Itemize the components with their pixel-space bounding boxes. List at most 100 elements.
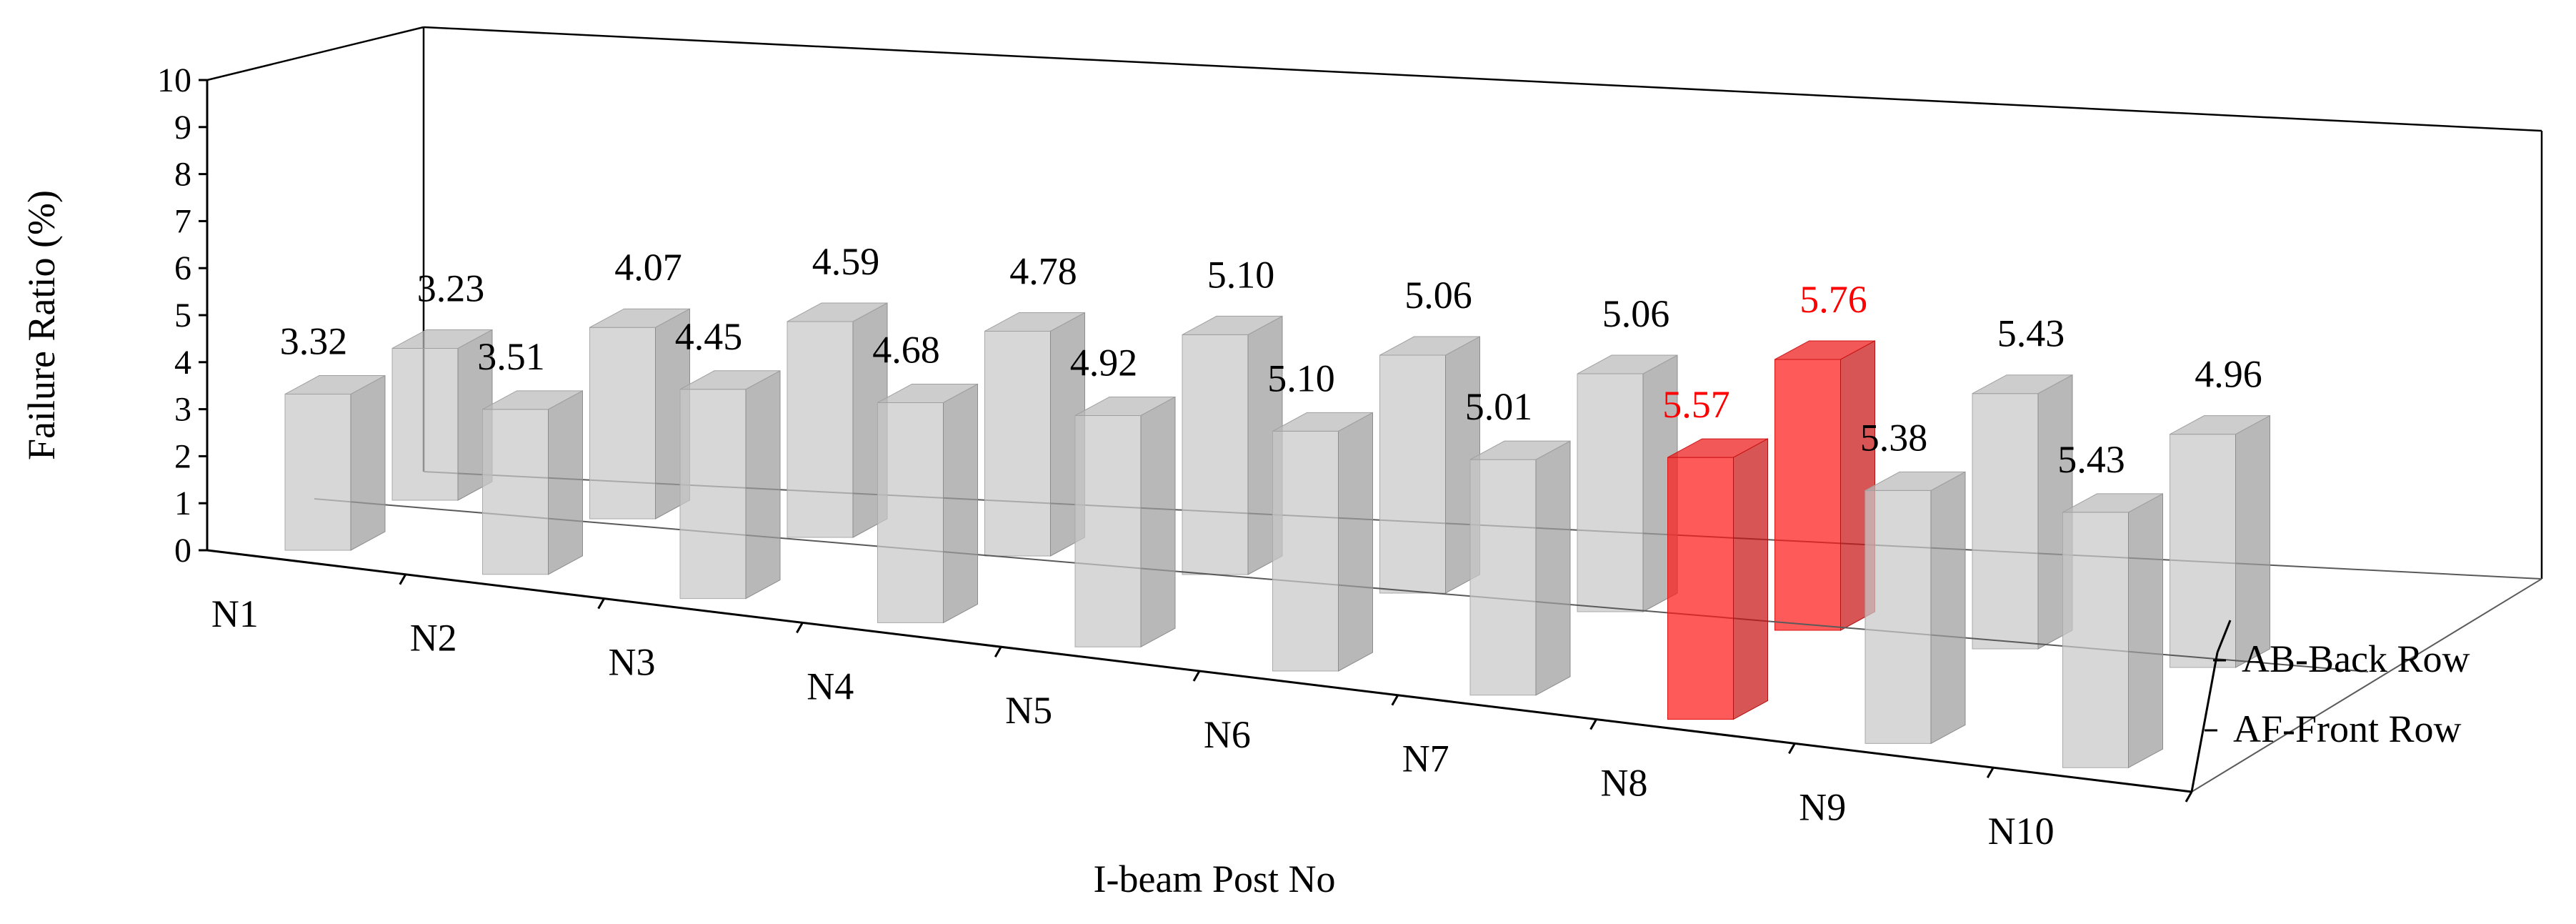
back-row-bar-n9	[1972, 374, 2073, 650]
back-row-bar-n7-top-face	[1577, 354, 1678, 374]
back-row-bar-n1-top-face	[391, 329, 493, 349]
front-row-bar-n8-side-face	[1733, 438, 1768, 720]
front-row-bar-n6	[1272, 412, 1373, 672]
back-row-bar-n2-front-face	[589, 327, 656, 520]
back-row-data-label-n4: 4.78	[1009, 249, 1077, 292]
front-row-bar-n3	[679, 369, 781, 600]
x-tick-label-n7: N7	[1402, 737, 1449, 780]
back-row-bar-n10	[2170, 414, 2270, 668]
back-row-bar-n8-top-face	[1774, 340, 1875, 360]
x-tick-mark	[1986, 767, 1995, 778]
x-tick-label-n3: N3	[609, 641, 656, 684]
y-axis-ticks: 0 1 2 3 4 5 6 7 8 9 10	[157, 61, 207, 570]
front-row-bar-n7-top-face	[1469, 440, 1571, 460]
y-tick-label: 5	[174, 297, 191, 334]
y-tick-label: 2	[174, 437, 191, 475]
front-row-data-label-n3: 4.45	[675, 315, 743, 358]
x-tick-mark	[1788, 742, 1796, 755]
front-row-data-label-n7: 5.01	[1465, 385, 1533, 428]
front-row-bar-n6-side-face	[1338, 412, 1373, 672]
front-row-bar-n5-front-face	[1074, 414, 1142, 647]
front-row-data-label-n10: 5.43	[2057, 438, 2125, 481]
x-tick-label-n8: N8	[1601, 762, 1648, 805]
x-tick-mark	[1192, 670, 1201, 682]
depth-axis-extension	[2216, 620, 2232, 653]
depth-axis-label: AF-Front Row	[2233, 707, 2462, 750]
y-tick-label: 9	[174, 109, 191, 146]
back-row-data-label-n7: 5.06	[1602, 292, 1670, 335]
y-tick-label: 1	[174, 485, 191, 522]
y-tick-label: 8	[174, 156, 191, 194]
back-row-bar-n1-front-face	[391, 347, 459, 501]
front-row-bar-n6-top-face	[1272, 412, 1373, 432]
y-tick-label: 10	[157, 61, 191, 99]
back-row-bar-n9-top-face	[1972, 374, 2073, 394]
front-row-bar-n4-side-face	[943, 383, 978, 624]
back-row-data-label-n10: 4.96	[2195, 353, 2262, 396]
front-row-bar-n10	[2062, 493, 2163, 769]
x-tick-label-n2: N2	[410, 617, 457, 660]
front-row-bar-n9	[1864, 471, 1966, 745]
back-row-data-label-n6: 5.06	[1404, 274, 1472, 317]
back-row-bar-n8-front-face	[1774, 359, 1841, 631]
side-top-edge	[206, 26, 424, 81]
y-tick-label: 4	[174, 344, 191, 382]
back-row-bar-n5-front-face	[1182, 334, 1249, 575]
depth-axis-label: AB-Back Row	[2242, 637, 2470, 680]
x-tick-mark	[2185, 791, 2193, 803]
front-row-bar-n7-side-face	[1535, 440, 1571, 696]
y-tick-label: 0	[174, 532, 191, 570]
back-row-data-label-n3: 4.59	[812, 240, 880, 283]
front-row-data-label-n9: 5.38	[1860, 416, 1928, 459]
back-row-data-label-n5: 5.10	[1207, 253, 1275, 296]
x-tick-mark	[1391, 695, 1399, 706]
front-row-data-label-n8: 5.57	[1662, 383, 1730, 426]
front-row-bar-n4-front-face	[877, 402, 944, 623]
front-row-bar-n2-top-face	[482, 390, 583, 410]
y-tick-label: 3	[174, 391, 191, 429]
front-row-bar-n3-front-face	[679, 389, 747, 600]
front-row-bar-n10-side-face	[2128, 493, 2163, 769]
back-row-bar-n5-top-face	[1182, 315, 1283, 335]
x-tick-label-n9: N9	[1799, 785, 1846, 828]
front-row-bar-n4-top-face	[877, 383, 978, 403]
front-row-bar-n7-front-face	[1469, 459, 1537, 696]
back-row-bar-n2-top-face	[589, 308, 690, 328]
y-tick-label: 6	[174, 249, 191, 287]
front-row-bar-n3-side-face	[745, 369, 781, 600]
front-row-bar-n2-side-face	[548, 390, 583, 575]
front-row-bar-n8-front-face	[1667, 457, 1734, 720]
back-row-bar-n6-top-face	[1379, 336, 1480, 356]
front-row-bar-n1	[284, 374, 386, 551]
front-row-bar-n9-side-face	[1930, 471, 1966, 745]
front-row-bar-n10-top-face	[2062, 493, 2163, 513]
front-row-bar-n1-top-face	[284, 375, 386, 395]
back-row-bar-n10-side-face	[2235, 414, 2270, 668]
x-tick-mark	[399, 574, 407, 585]
front-row-bar-n2-front-face	[482, 409, 549, 575]
back-row-bar-n4-front-face	[984, 330, 1051, 557]
front-row-bar-n9-top-face	[1864, 471, 1966, 491]
back-row-data-label-n8: 5.76	[1799, 278, 1867, 321]
front-row-bar-n1-front-face	[284, 394, 351, 551]
floor-right-edge	[2191, 578, 2542, 793]
front-row-data-label-n5: 4.92	[1070, 341, 1138, 384]
depth-axis-labels: AB-Back Row AF-Front Row	[2205, 637, 2470, 750]
x-tick-mark	[796, 622, 804, 634]
front-row-bars	[284, 369, 2163, 769]
front-row-data-label-n2: 3.51	[477, 335, 545, 378]
front-row-data-label-n6: 5.10	[1267, 357, 1335, 399]
back-row-data-label-n2: 4.07	[614, 246, 682, 289]
x-tick-mark	[1589, 718, 1597, 730]
back-row-bar-n3-front-face	[787, 321, 854, 538]
y-tick-label: 7	[174, 202, 191, 240]
back-top-edge	[423, 26, 2542, 132]
x-tick-mark	[597, 597, 605, 610]
back-row-data-label-n9: 5.43	[1997, 312, 2065, 355]
front-row-bar-n7	[1469, 440, 1571, 696]
back-row-bar-n6	[1379, 336, 1480, 594]
front-row-bar-n5-side-face	[1140, 396, 1176, 648]
x-tick-label-n10: N10	[1988, 810, 2055, 853]
back-row-bar-n3-top-face	[787, 302, 888, 322]
